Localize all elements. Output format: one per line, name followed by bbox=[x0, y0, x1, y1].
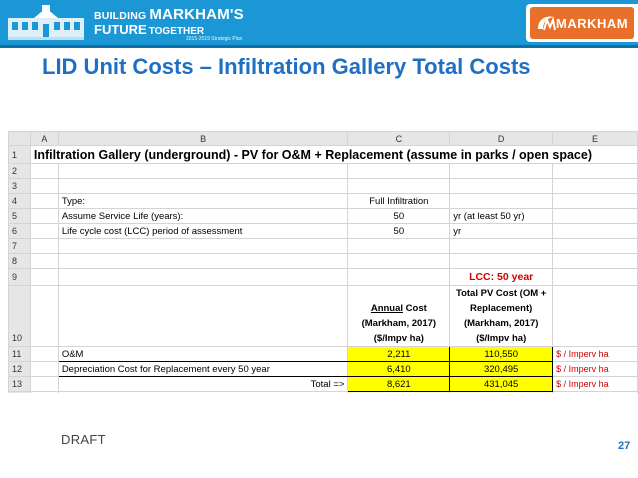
markham-logo-badge: MARKHAM bbox=[530, 7, 634, 39]
spreadsheet-screenshot: A B C D E 1 Infiltration Gallery (underg… bbox=[8, 131, 638, 393]
row-number: 8 bbox=[8, 253, 31, 269]
total-pv-cost: 431,045 bbox=[449, 376, 554, 392]
table-row: 13 Total => 8,621 431,045 $ / Imperv ha bbox=[8, 376, 638, 392]
cost-table: A B C D E 1 Infiltration Gallery (underg… bbox=[8, 131, 638, 393]
total-pv-header-line4: ($/Impv ha) bbox=[476, 333, 527, 344]
markham-swirl-icon bbox=[538, 16, 556, 31]
annual-cost-header-unit: ($/Impv ha) bbox=[373, 333, 424, 344]
table-row: 5 Assume Service Life (years): 50 yr (at… bbox=[8, 208, 638, 224]
row-number: 5 bbox=[8, 208, 31, 224]
total-pv-header-line3: (Markham, 2017) bbox=[463, 318, 539, 329]
corner-cell bbox=[8, 131, 31, 146]
row-number: 14 bbox=[8, 391, 31, 393]
row-number: 9 bbox=[8, 268, 31, 286]
row-number: 2 bbox=[8, 163, 31, 179]
brand-tagline: BUILDING MARKHAM'S FUTURE TOGETHER 2015-… bbox=[94, 7, 244, 42]
brand-building-text: BUILDING bbox=[94, 10, 147, 22]
row-number: 10 bbox=[8, 285, 31, 347]
brand-future-text: FUTURE bbox=[94, 22, 147, 37]
row-number: 12 bbox=[8, 361, 31, 377]
lcc-period-label: Life cycle cost (LCC) period of assessme… bbox=[57, 223, 349, 239]
city-hall-logo-icon bbox=[8, 5, 84, 40]
row-number: 6 bbox=[8, 223, 31, 239]
header-banner: BUILDING MARKHAM'S FUTURE TOGETHER 2015-… bbox=[0, 0, 638, 45]
depreciation-unit-label: $ / Imperv ha bbox=[552, 361, 638, 377]
table-row: 11 O&M 2,211 110,550 $ / Imperv ha bbox=[8, 346, 638, 362]
lcc-period-heading: LCC: 50 year bbox=[449, 268, 554, 286]
lcc-period-value: 50 bbox=[347, 223, 451, 239]
row-number: 11 bbox=[8, 346, 31, 362]
sheet-heading: Infiltration Gallery (underground) - PV … bbox=[29, 145, 638, 164]
column-header-e: E bbox=[552, 131, 638, 146]
total-annual-cost: 8,621 bbox=[347, 376, 451, 392]
header-stripe bbox=[0, 45, 638, 48]
annual-cost-header-source: (Markham, 2017) bbox=[361, 318, 437, 329]
service-life-unit: yr (at least 50 yr) bbox=[449, 208, 554, 224]
row-number: 3 bbox=[8, 178, 31, 194]
table-row: 3 bbox=[8, 178, 638, 194]
brand-markhams-text: MARKHAM'S bbox=[149, 6, 244, 23]
slide-title: LID Unit Costs – Infiltration Gallery To… bbox=[42, 54, 531, 79]
om-label: O&M bbox=[57, 346, 349, 362]
table-row: 4 Type: Full Infiltration bbox=[8, 193, 638, 209]
table-row: 14 bbox=[8, 391, 638, 393]
markham-logo-text: MARKHAM bbox=[556, 15, 629, 31]
annual-cost-header-cost: Cost bbox=[403, 303, 427, 314]
lcc-period-unit: yr bbox=[449, 223, 554, 239]
table-row: 8 bbox=[8, 253, 638, 269]
table-row: 12 Depreciation Cost for Replacement eve… bbox=[8, 361, 638, 377]
row-number: 13 bbox=[8, 376, 31, 392]
om-annual-cost: 2,211 bbox=[347, 346, 451, 362]
brand-together-text: TOGETHER bbox=[148, 26, 205, 37]
depreciation-label: Depreciation Cost for Replacement every … bbox=[57, 361, 349, 377]
type-value: Full Infiltration bbox=[347, 193, 451, 209]
total-unit-label: $ / Imperv ha bbox=[552, 376, 638, 392]
total-pv-cost-header: Total PV Cost (OM + Replacement) (Markha… bbox=[449, 285, 554, 347]
total-pv-header-line1: Total PV Cost (OM + bbox=[455, 288, 547, 299]
table-row: 10 Annual Cost (Markham, 2017) ($/Impv h… bbox=[8, 285, 638, 347]
markham-logo: MARKHAM bbox=[526, 4, 638, 42]
table-row: 7 bbox=[8, 238, 638, 254]
draft-label: DRAFT bbox=[61, 432, 106, 447]
total-pv-header-line2: Replacement) bbox=[470, 303, 533, 314]
page-number: 27 bbox=[618, 440, 631, 452]
column-header-b: B bbox=[57, 131, 349, 146]
total-label: Total => bbox=[57, 376, 349, 392]
column-header-d: D bbox=[449, 131, 554, 146]
om-unit-label: $ / Imperv ha bbox=[552, 346, 638, 362]
row-number: 1 bbox=[8, 145, 31, 164]
type-label: Type: bbox=[57, 193, 349, 209]
brand-strategic-plan-text: 2015-2019 Strategic Plan bbox=[186, 36, 243, 42]
depreciation-annual-cost: 6,410 bbox=[347, 361, 451, 377]
depreciation-total-pv-cost: 320,495 bbox=[449, 361, 554, 377]
annual-cost-header: Annual Cost (Markham, 2017) ($/Impv ha) bbox=[347, 285, 451, 347]
column-header-row: A B C D E bbox=[8, 131, 638, 146]
column-header-a: A bbox=[29, 131, 59, 146]
row-number: 7 bbox=[8, 238, 31, 254]
om-total-pv-cost: 110,550 bbox=[449, 346, 554, 362]
row-number: 4 bbox=[8, 193, 31, 209]
service-life-value: 50 bbox=[347, 208, 451, 224]
annual-cost-header-annual: Annual bbox=[370, 303, 404, 314]
table-row: 9 LCC: 50 year bbox=[8, 268, 638, 286]
service-life-label: Assume Service Life (years): bbox=[57, 208, 349, 224]
table-row: 6 Life cycle cost (LCC) period of assess… bbox=[8, 223, 638, 239]
table-row: 2 bbox=[8, 163, 638, 179]
table-row: 1 Infiltration Gallery (underground) - P… bbox=[8, 145, 638, 164]
column-header-c: C bbox=[347, 131, 451, 146]
